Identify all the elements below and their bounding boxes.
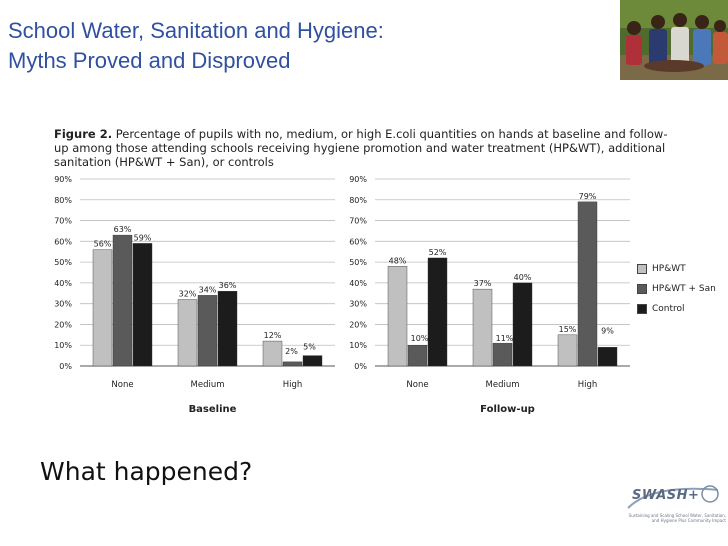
children-photo-image <box>620 0 728 80</box>
bar-none-series-1 <box>407 345 428 367</box>
y-tick-label: 90% <box>349 175 367 184</box>
bar-medium-series-0 <box>472 288 493 367</box>
y-tick-label: 90% <box>54 175 72 184</box>
data-label: 10% <box>411 334 429 343</box>
data-label: 2% <box>285 347 298 356</box>
data-label: 36% <box>219 281 237 290</box>
x-category-label: Medium <box>486 380 520 390</box>
figure-caption-text: Percentage of pupils with no, medium, or… <box>54 127 668 169</box>
y-tick-label: 30% <box>349 300 367 309</box>
data-label: 48% <box>389 256 407 265</box>
y-tick-label: 10% <box>349 341 367 350</box>
x-category-label: None <box>111 380 133 390</box>
y-tick-label: 60% <box>349 237 367 246</box>
y-tick-label: 20% <box>54 320 72 329</box>
x-category-label: Medium <box>191 380 225 390</box>
legend-label-control: Control <box>652 304 685 314</box>
bar-none-series-1 <box>112 234 133 367</box>
legend-item-control: Control <box>637 299 716 319</box>
y-tick-label: 10% <box>54 341 72 350</box>
swash-logo-mark <box>627 485 719 509</box>
y-tick-label: 40% <box>349 279 367 288</box>
chart-legend: HP&WT HP&WT + San Control <box>637 259 716 319</box>
y-tick-label: 30% <box>54 300 72 309</box>
data-label: 34% <box>199 285 217 294</box>
y-tick-label: 70% <box>349 217 367 226</box>
y-tick-label: 40% <box>54 279 72 288</box>
bar-medium-series-1 <box>197 295 218 367</box>
figure-label: Figure 2. <box>54 127 113 141</box>
x-category-label: High <box>578 380 598 390</box>
data-label: 11% <box>496 334 514 343</box>
y-tick-label: 0% <box>59 362 72 371</box>
swash-logo-word: SWASH+ <box>632 488 700 503</box>
x-axis-title: Baseline <box>189 404 237 415</box>
bar-high-series-2 <box>597 347 618 367</box>
data-label: 12% <box>264 331 282 340</box>
data-label: 63% <box>114 225 132 234</box>
bar-none-series-0 <box>92 249 113 367</box>
x-axis-title: Follow-up <box>480 404 535 415</box>
data-label: 79% <box>579 192 597 201</box>
y-tick-label: 20% <box>349 320 367 329</box>
swash-logo: SWASH+ Sustaining and Scaling School Wat… <box>622 480 726 540</box>
data-label: 37% <box>474 279 492 288</box>
data-label: 56% <box>94 240 112 249</box>
bar-none-series-0 <box>387 266 408 367</box>
y-tick-label: 0% <box>354 362 367 371</box>
x-category-label: High <box>283 380 303 390</box>
children-photo <box>620 0 728 80</box>
data-label: 9% <box>601 326 614 335</box>
slide-title-line-1: School Water, Sanitation and Hygiene: <box>8 18 384 43</box>
followup-chart: 0% 10% 20% 30% 40% 50% 60% 70% 80% 90% 48% 10% 52% No… <box>349 175 630 415</box>
y-tick-label: 80% <box>349 196 367 205</box>
baseline-chart: 0% 10% 20% 30% 40% 50% 60% 70% 80% 90% 56%63%59% No… <box>54 175 335 415</box>
figure-caption: Figure 2. Percentage of pupils with no, … <box>54 127 679 169</box>
bar-high-series-2 <box>302 355 323 367</box>
y-tick-label: 50% <box>54 258 72 267</box>
bar-medium-series-1 <box>492 342 513 367</box>
legend-swatch-hpwt-san <box>637 284 647 294</box>
bar-medium-series-2 <box>512 282 533 367</box>
data-label: 32% <box>179 290 197 299</box>
legend-label-hpwt-san: HP&WT + San <box>652 284 716 294</box>
legend-label-hpwt: HP&WT <box>652 264 686 274</box>
bar-high-series-1 <box>282 361 303 367</box>
bar-high-series-0 <box>262 340 283 367</box>
y-tick-label: 50% <box>349 258 367 267</box>
legend-item-hpwt: HP&WT <box>637 259 716 279</box>
data-label: 52% <box>429 248 447 257</box>
slide-title-line-2: Myths Proved and Disproved <box>8 48 291 73</box>
bar-medium-series-2 <box>217 290 238 367</box>
y-tick-label: 60% <box>54 237 72 246</box>
bar-none-series-2 <box>427 257 448 367</box>
data-label: 40% <box>514 273 532 282</box>
legend-item-hpwt-san: HP&WT + San <box>637 279 716 299</box>
data-label: 59% <box>134 233 152 242</box>
swash-logo-tagline: Sustaining and Scaling School Water, San… <box>628 513 726 523</box>
bar-medium-series-0 <box>177 299 198 367</box>
y-tick-label: 70% <box>54 217 72 226</box>
bar-high-series-1 <box>577 201 598 367</box>
x-category-label: None <box>406 380 428 390</box>
y-tick-label: 80% <box>54 196 72 205</box>
slide-title: School Water, Sanitation and Hygiene: My… <box>8 16 384 76</box>
legend-swatch-control <box>637 304 647 314</box>
data-label: 15% <box>559 325 577 334</box>
question-text: What happened? <box>40 457 253 486</box>
bar-none-series-2 <box>132 243 153 367</box>
bar-high-series-0 <box>557 334 578 367</box>
data-label: 5% <box>303 343 316 352</box>
legend-swatch-hpwt <box>637 264 647 274</box>
